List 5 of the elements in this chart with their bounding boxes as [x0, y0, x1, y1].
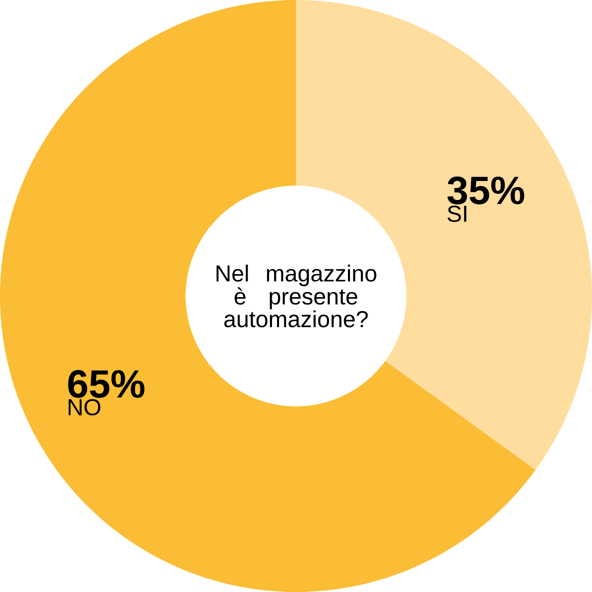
data-label: 65%: [68, 370, 144, 398]
slice-label: NO: [68, 399, 100, 416]
data-label: 35%: [447, 176, 524, 204]
text: Nel magazzino è presente automazione?: [216, 264, 376, 328]
slice-label: SI: [448, 206, 466, 222]
